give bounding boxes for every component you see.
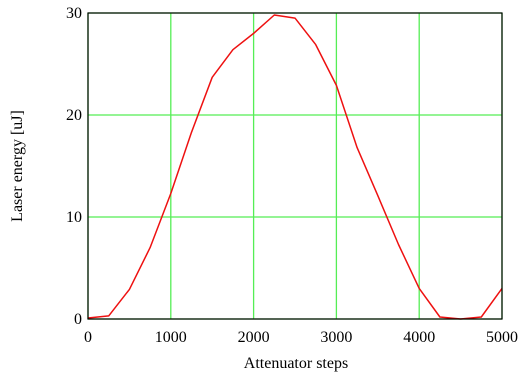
series-line — [87, 14, 503, 320]
x-tick-label: 2000 — [238, 329, 270, 346]
grid — [87, 12, 503, 320]
x-tick-label: 3000 — [320, 329, 352, 346]
series-group — [87, 14, 503, 320]
y-axis-label: Laser energy [uJ] — [9, 110, 26, 222]
y-tick-label: 10 — [66, 209, 82, 226]
y-tick-label: 20 — [66, 107, 82, 124]
plot-frame — [87, 12, 503, 320]
x-tick-label: 5000 — [486, 329, 518, 346]
x-tick-labels: 0 1000 2000 3000 4000 5000 — [84, 329, 518, 346]
y-tick-label: 0 — [74, 311, 82, 328]
y-tick-label: 30 — [66, 5, 82, 22]
x-axis-label: Attenuator steps — [244, 355, 348, 372]
x-tick-label: 1000 — [155, 329, 187, 346]
y-tick-labels: 0 10 20 30 — [66, 5, 82, 328]
x-tick-label: 0 — [84, 329, 92, 346]
x-tick-label: 4000 — [403, 329, 435, 346]
